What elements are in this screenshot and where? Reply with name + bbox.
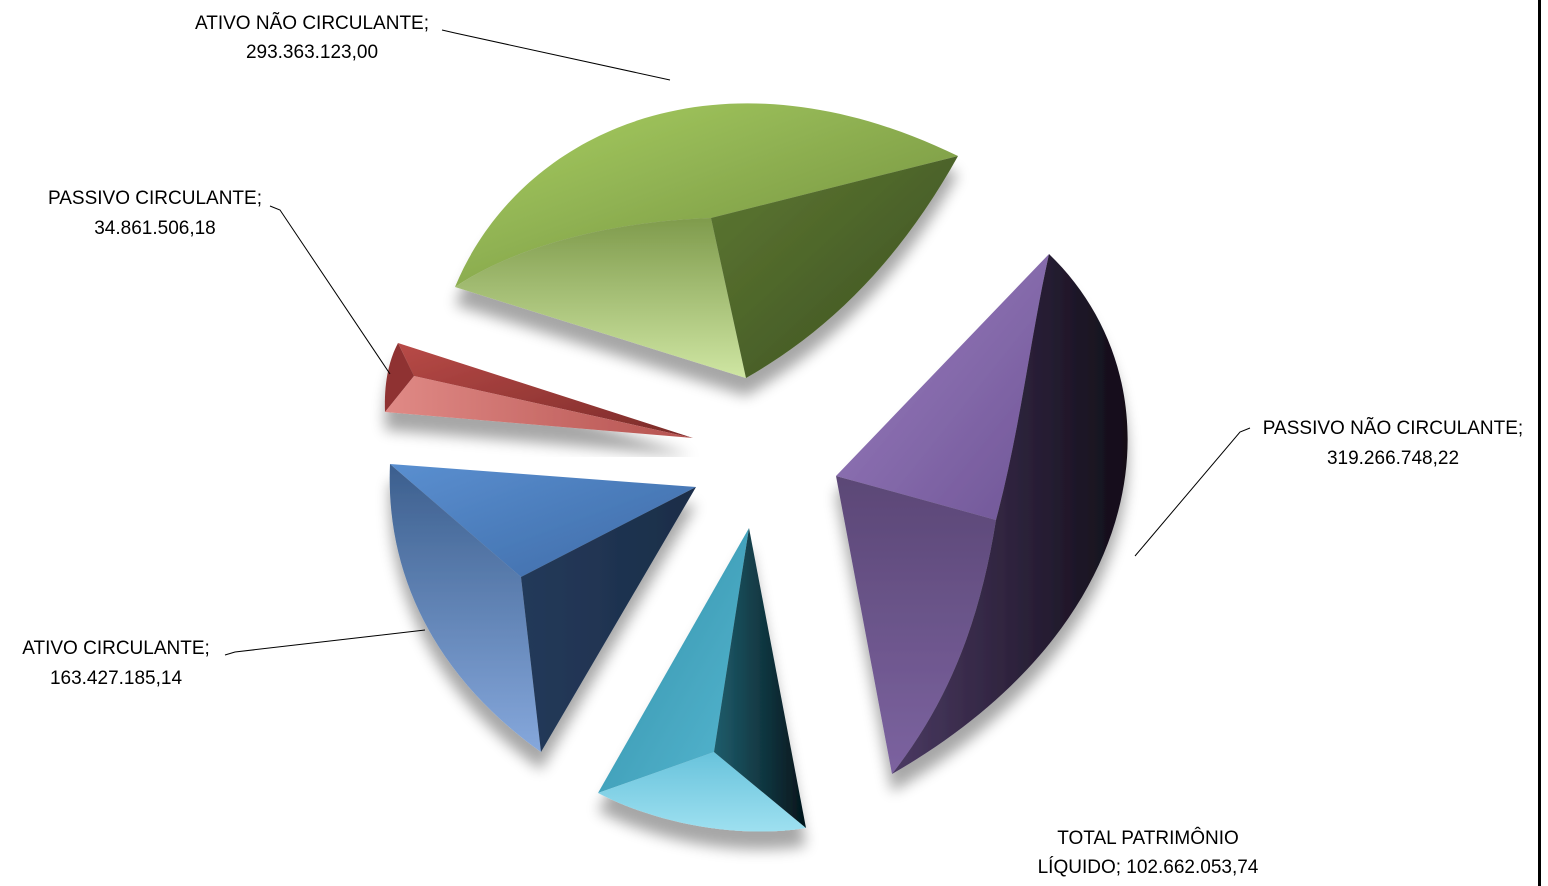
data-label-ativo-nao-circulante-name: ATIVO NÃO CIRCULANTE; xyxy=(195,12,429,34)
slice-ativo-circulante-left xyxy=(389,464,541,752)
data-label-passivo-nao-circulante-value: 319.266.748,22 xyxy=(1327,448,1459,469)
data-label-ativo-circulante-value: 163.427.185,14 xyxy=(50,668,183,689)
leader-line-ativo-nao-circulante xyxy=(441,29,671,81)
slice-ativo-nao-circulante-top xyxy=(455,103,958,287)
slice-ativo-circulante-right xyxy=(521,487,696,752)
data-label-passivo-circulante-value: 34.861.506,18 xyxy=(94,218,216,239)
slice-ativo-nao-circulante-right xyxy=(711,156,958,378)
slice-total-patrimonio-liquido-right xyxy=(714,528,806,828)
data-label-total-patrimonio-liquido-name: TOTAL PATRIMÔNIO xyxy=(1057,827,1239,849)
slice-passivo-nao-circulante-top xyxy=(836,254,1049,520)
slice-passivo-nao-circulante-left xyxy=(836,476,996,774)
leader-line-passivo-nao-circulante xyxy=(1134,427,1251,557)
data-label-ativo-circulante-name: ATIVO CIRCULANTE; xyxy=(22,638,210,659)
slice-passivo-circulante-left xyxy=(384,343,414,412)
slice-total-patrimonio-liquido-left xyxy=(598,528,749,793)
slice-ativo-nao-circulante-left xyxy=(455,218,746,378)
leader-line-passivo-circulante xyxy=(269,205,391,375)
slice-passivo-nao-circulante-right xyxy=(892,254,1128,774)
slice-passivo-nao-circulante xyxy=(836,254,1128,774)
slice-passivo-circulante xyxy=(384,343,693,438)
slice-passivo-circulante-bottom xyxy=(385,376,693,438)
slice-ativo-nao-circulante xyxy=(455,103,958,378)
data-label-ativo-nao-circulante-value: 293.363.123,00 xyxy=(246,42,378,63)
slice-ativo-circulante xyxy=(389,464,696,752)
chart-border-right xyxy=(1538,0,1541,886)
data-label-passivo-circulante-name: PASSIVO CIRCULANTE; xyxy=(48,188,262,209)
data-label-passivo-nao-circulante-name: PASSIVO NÃO CIRCULANTE; xyxy=(1263,417,1523,439)
slice-total-patrimonio-liquido-bottom xyxy=(598,752,806,832)
data-label-total-patrimonio-liquido-value: LÍQUIDO; 102.662.053,74 xyxy=(1038,857,1259,878)
slice-total-patrimonio-liquido xyxy=(598,528,806,832)
slice-passivo-circulante-top xyxy=(398,343,693,438)
slice-ativo-circulante-top xyxy=(390,464,696,577)
leader-line-ativo-circulante xyxy=(224,629,426,656)
